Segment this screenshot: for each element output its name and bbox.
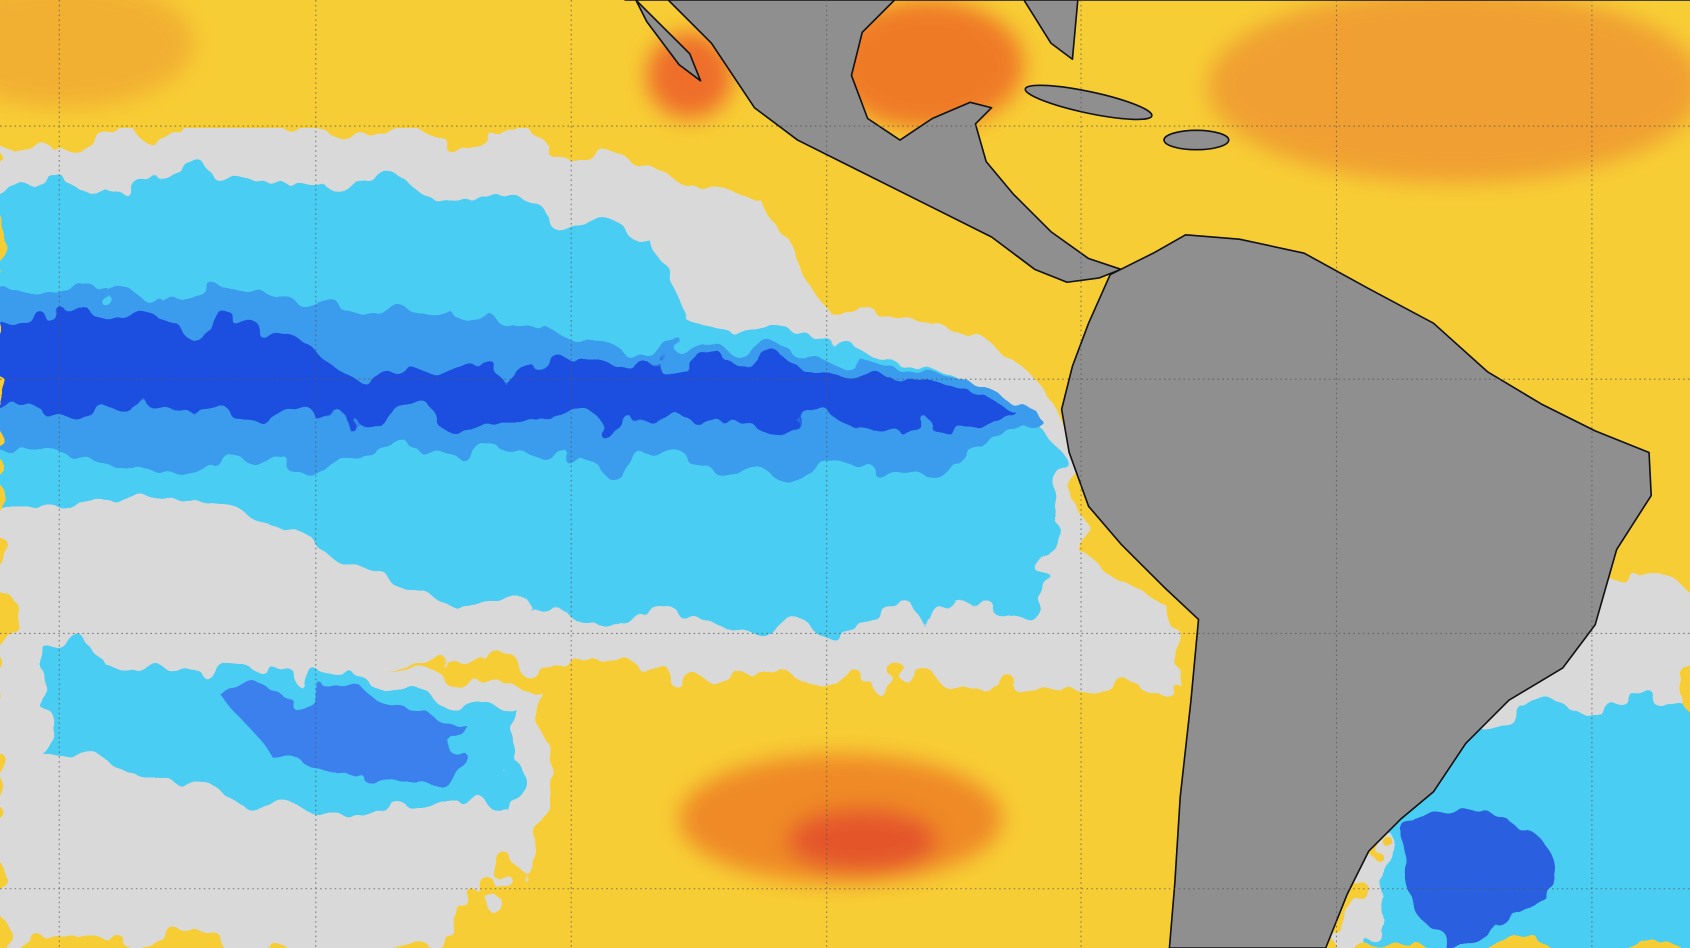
baja: [635, 0, 702, 82]
hispaniola: [1163, 129, 1230, 151]
south-america: [1060, 234, 1653, 948]
north-central-america: [624, 0, 1690, 284]
cuba: [1024, 84, 1153, 121]
cool-anomalies: [0, 128, 1690, 948]
land: [624, 0, 1690, 948]
